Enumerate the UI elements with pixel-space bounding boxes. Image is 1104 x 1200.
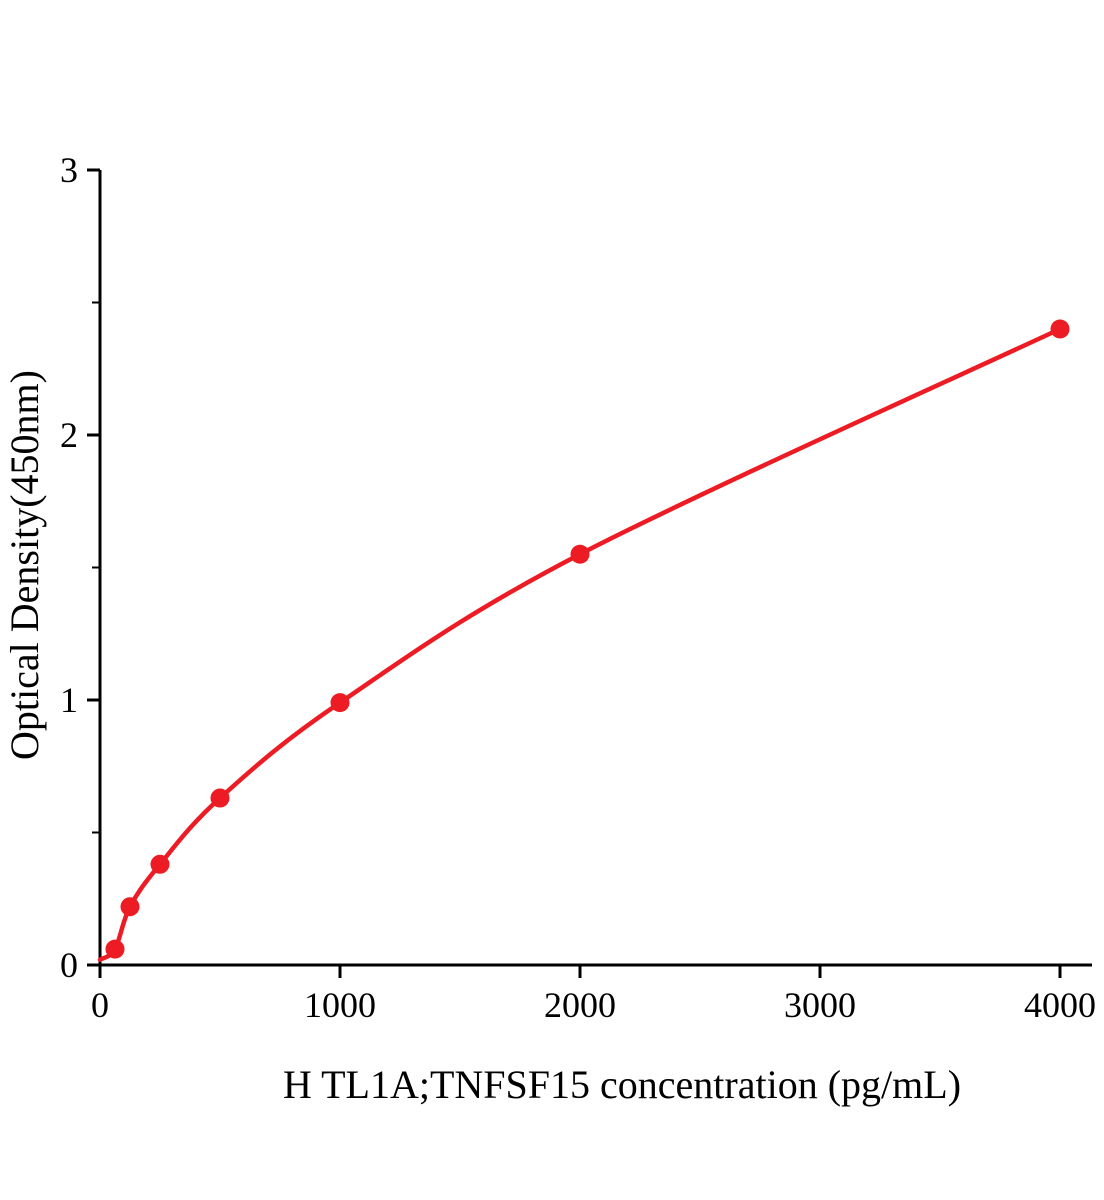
data-point xyxy=(105,939,125,959)
plot-layer: 0 1000 2000 3000 4000 0 1 2 3 xyxy=(60,150,1096,1025)
data-point xyxy=(1050,319,1070,339)
data-point xyxy=(120,897,140,917)
fit-curve xyxy=(97,326,1063,962)
y-tick-label: 1 xyxy=(60,680,78,720)
data-point xyxy=(150,854,170,874)
x-axis-title: H TL1A;TNFSF15 concentration (pg/mL) xyxy=(283,1062,961,1107)
data-point xyxy=(330,693,350,713)
x-tick-label: 0 xyxy=(91,985,109,1025)
y-tick-label: 0 xyxy=(60,945,78,985)
data-point xyxy=(570,544,590,564)
y-tick-label: 2 xyxy=(60,415,78,455)
x-tick-label: 2000 xyxy=(544,985,616,1025)
x-tick-label: 4000 xyxy=(1024,985,1096,1025)
x-tick-label: 1000 xyxy=(304,985,376,1025)
y-tick-label: 3 xyxy=(60,150,78,190)
data-point xyxy=(210,788,230,808)
x-tick-label: 3000 xyxy=(784,985,856,1025)
y-axis-title: Optical Density(450nm) xyxy=(2,370,47,760)
